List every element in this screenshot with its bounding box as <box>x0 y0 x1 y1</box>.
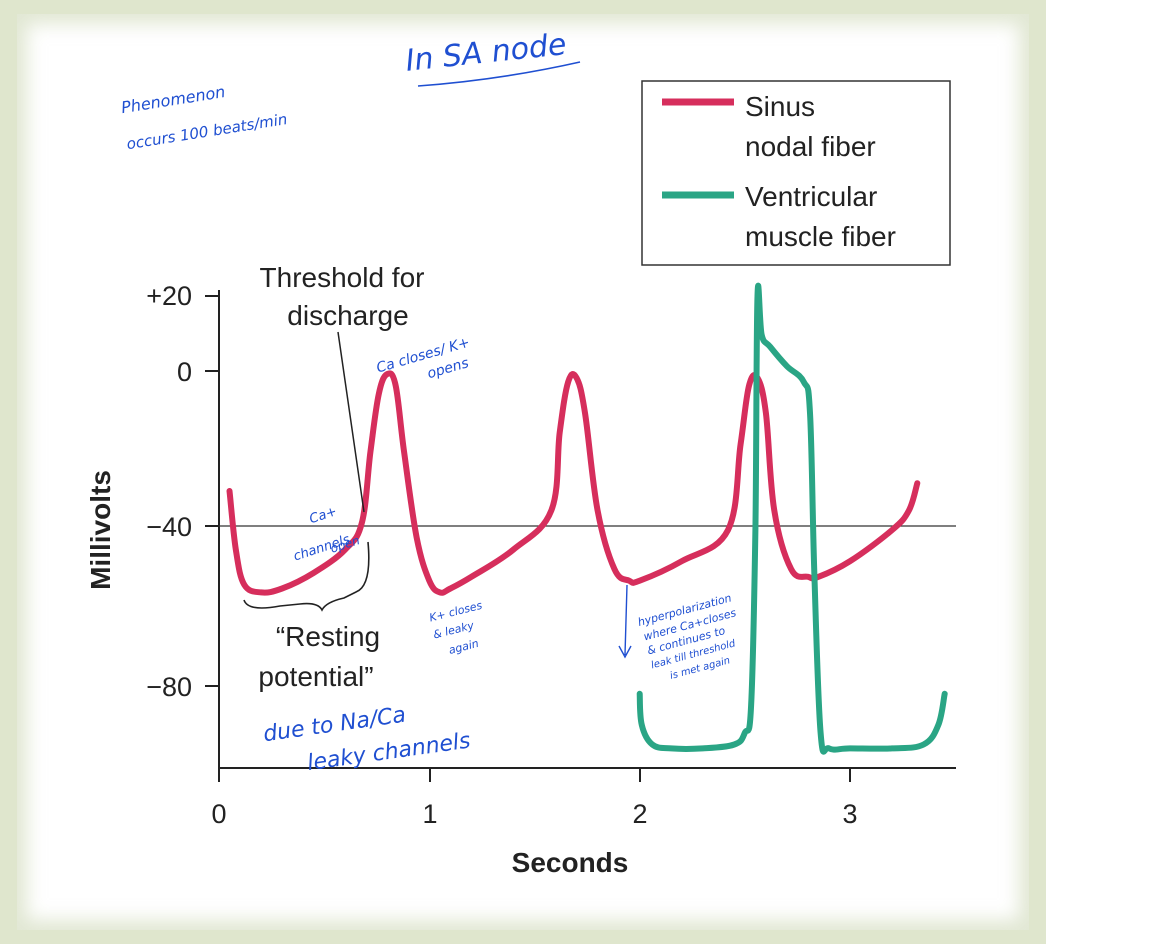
resting-brace <box>243 541 370 612</box>
y-tick-label: +20 <box>146 281 192 311</box>
legend-label-ventricular: Ventricular muscle fiber <box>745 181 896 252</box>
y-tick-label: 0 <box>177 357 192 387</box>
series-line-sinus-nodal-fiber <box>226 370 921 596</box>
y-tick-label: −80 <box>146 672 192 702</box>
legend-label-line: muscle fiber <box>745 221 896 252</box>
note-k-close: K+ closes <box>428 599 484 625</box>
annotation-threshold: discharge <box>287 300 408 331</box>
x-tick-label: 1 <box>422 799 437 829</box>
x-tick-label: 2 <box>632 799 647 829</box>
note-k-close: again <box>447 637 480 657</box>
note-phenomenon: occurs 100 beats/min <box>125 110 288 153</box>
annotation-resting: potential” <box>258 661 373 692</box>
legend-label-ventricular-line: Ventricular <box>745 181 877 212</box>
x-tick-label: 3 <box>842 799 857 829</box>
y-axis-title: Millivolts <box>85 470 116 590</box>
note-in-sa-node: In SA node <box>404 27 568 79</box>
note-arrow <box>618 584 632 659</box>
legend-label-line: nodal fiber <box>745 131 876 162</box>
annotation-threshold: Threshold for <box>260 262 425 293</box>
x-axis-title: Seconds <box>512 847 629 878</box>
note-phenomenon: Phenomenon <box>120 82 227 117</box>
annotation-resting: “Resting <box>276 621 380 652</box>
series-line-ventricular-muscle-fiber <box>636 282 948 755</box>
legend-box <box>641 80 951 266</box>
legend-label-sinus: Sinus nodal fiber <box>745 91 876 162</box>
note-underline <box>417 61 581 87</box>
legend: Sinus nodal fiber Ventricular muscle fib… <box>641 80 951 266</box>
note-ca-open: Ca+ <box>308 504 339 527</box>
x-tick-label: 0 <box>211 799 226 829</box>
threshold-pointer <box>337 331 365 513</box>
y-tick-label: −40 <box>146 512 192 542</box>
legend-label-sinus-line: Sinus <box>745 91 815 122</box>
